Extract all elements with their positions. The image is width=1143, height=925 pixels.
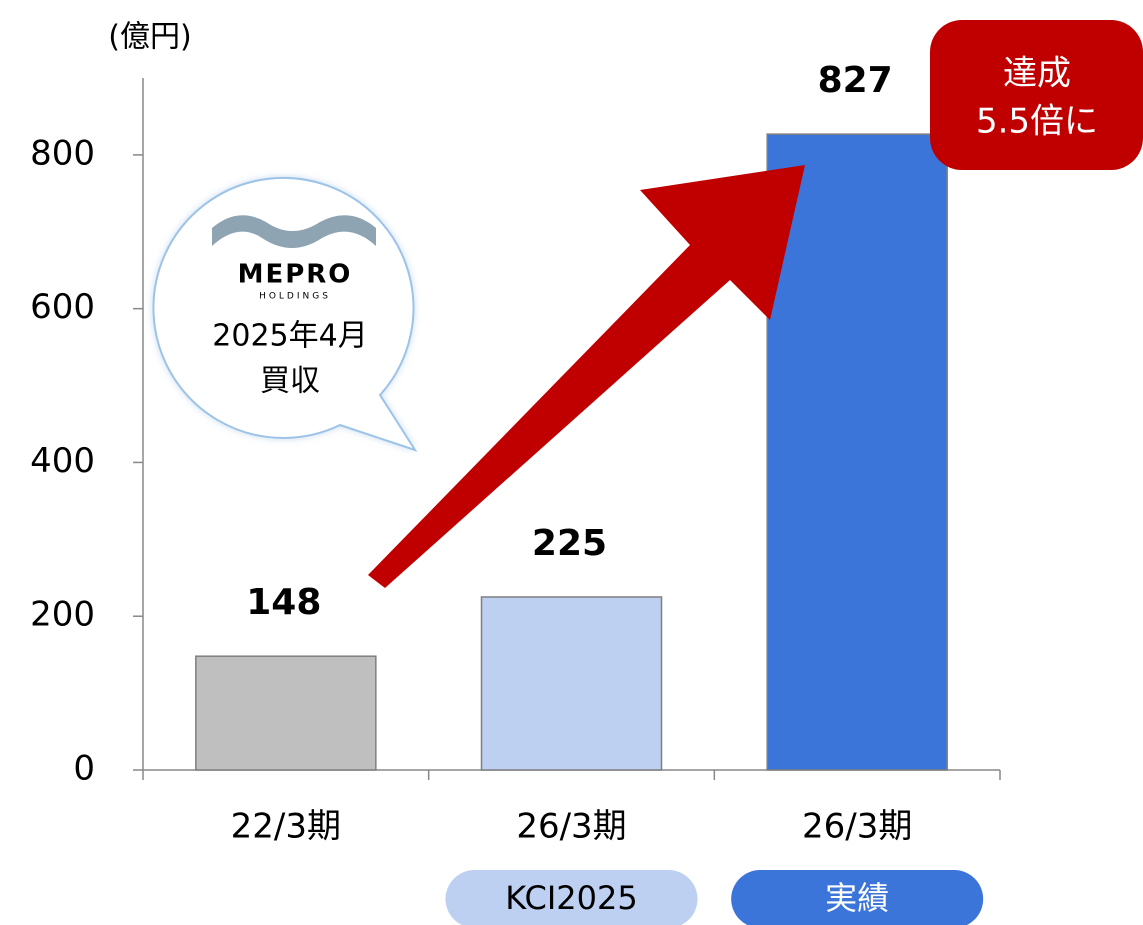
callout: 達成 5.5倍に	[930, 20, 1143, 170]
y-tick-label: 600	[30, 287, 95, 327]
y-tick-label: 800	[30, 133, 95, 173]
bubble-line: 2025年4月	[212, 319, 367, 354]
y-tick-label: 0	[73, 749, 95, 789]
bar	[480, 596, 663, 771]
category-badge	[731, 870, 984, 925]
category-badge-label: 実績	[825, 879, 889, 917]
callout-line: 達成	[1003, 54, 1071, 94]
bubble-line: 買収	[260, 364, 320, 399]
callout-line: 5.5倍に	[976, 102, 1098, 142]
value-label: 148	[246, 582, 321, 623]
y-tick-label: 400	[30, 441, 95, 481]
value-label: 827	[818, 60, 893, 101]
logo-subtext: HOLDINGS	[259, 292, 331, 302]
bar	[766, 133, 948, 771]
x-tick-label: 26/3期	[516, 807, 626, 847]
bars: 0 200 400 600 800 148 22/3期 225 26/3期 KCI2025 827 2…	[30, 60, 1001, 925]
category-badge	[445, 870, 698, 925]
value-label: 225	[532, 523, 607, 564]
y-unit: (億円)	[108, 20, 191, 55]
logo-text: MEPRO	[238, 260, 353, 290]
category-badge-label: KCI2025	[505, 879, 637, 917]
x-tick-label: 22/3期	[231, 807, 341, 847]
speech-bubble: MEPRO HOLDINGS 2025年4月 買収	[152, 176, 418, 452]
logo-wave	[212, 215, 376, 248]
y-tick-label: 200	[30, 595, 95, 635]
bar	[195, 655, 377, 771]
growth-arrow	[368, 165, 805, 588]
x-tick-label: 26/3期	[802, 807, 912, 847]
